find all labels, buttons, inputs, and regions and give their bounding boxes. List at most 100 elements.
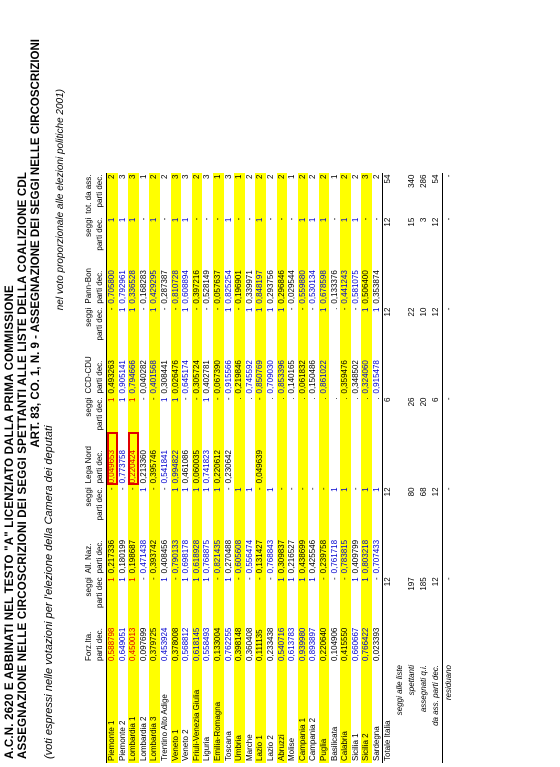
seat-value: - xyxy=(297,305,309,343)
seat-value: - xyxy=(255,395,266,433)
fraction-value: 0,060035 xyxy=(191,432,203,486)
fraction-value: 0,541841 xyxy=(160,450,170,484)
region-name: Veneto 1 xyxy=(170,663,182,763)
table-row: Lazio 1 0,111135-0,131427-0,049639-0,8507… xyxy=(255,172,266,763)
summary-value: 6 xyxy=(430,395,443,433)
summary-total: - xyxy=(443,174,453,178)
fraction-value: 0,768875 xyxy=(202,539,212,574)
seat-value: - xyxy=(149,485,160,523)
seat-value: - xyxy=(191,215,203,253)
seggi-label: seggi xyxy=(84,487,94,507)
seat-value: 1 xyxy=(265,487,275,492)
seat-value: 1 xyxy=(234,485,245,523)
seat-value: . xyxy=(329,397,339,400)
fraction-value: 0,493263 xyxy=(106,342,118,396)
grand-total: 54 xyxy=(382,172,395,216)
summary-value: 26 xyxy=(406,397,416,407)
seat-allocation-table: Forz.Ita. seggi All. Naz. seggi Lega Nord seg… xyxy=(84,172,455,763)
fraction-value: 0,848197 xyxy=(255,252,266,306)
summary-value xyxy=(394,396,406,433)
seat-value: 1 xyxy=(181,577,191,582)
fraction-value: 0,568812 xyxy=(181,627,191,661)
row-total: 3 xyxy=(223,174,233,179)
parti-dec-label: parti dec. xyxy=(95,305,107,343)
seat-value: - xyxy=(160,307,170,311)
table-row: Piemonte 2 0,649051 1 0,180199 - 0,773758 1 0,9… xyxy=(118,173,129,763)
summary-value: 80 xyxy=(406,487,416,497)
fraction-value: 0,698178 xyxy=(181,539,191,574)
region-name: Lombardia 3 xyxy=(149,663,160,763)
region-name: Sardegna xyxy=(371,726,381,761)
seat-value: 1 xyxy=(308,577,318,582)
seat-value: 1 xyxy=(128,215,139,253)
table-row: Trentino Alto Adige 0,453924 1 0,408456 - 0,5… xyxy=(160,173,171,763)
seat-value: - xyxy=(106,305,118,343)
table-row: Calabria 0,415550-0,783815 1. 0,359476-0,44… xyxy=(340,172,351,763)
fraction-value: 0,402781 xyxy=(202,360,212,394)
fraction-value: 0,810728 xyxy=(170,252,182,306)
seat-value: . xyxy=(297,395,309,433)
fraction-value: 0,359476 xyxy=(340,342,351,396)
fraction-value xyxy=(276,432,288,486)
fraction-value: 0,415550 xyxy=(340,610,351,663)
seat-value: 1 xyxy=(255,305,266,343)
table-row: Lazio 2 0,233438 - 0,768843 1. 0,709030 1 0,293… xyxy=(266,173,277,763)
row-total: 3 xyxy=(128,172,139,216)
total-header: tot. da ass. xyxy=(84,174,94,214)
table-row: Piemonte 1 0,588798 1 0,217336-0,049653 1 0,4… xyxy=(106,172,118,763)
fraction-value: 0,217336 xyxy=(106,522,118,576)
seat-value: . xyxy=(244,397,254,400)
party-name: Pann-Bon xyxy=(84,268,94,304)
fraction-value: 0,790133 xyxy=(170,522,182,576)
fraction-value xyxy=(308,432,319,485)
total-seats: 12 xyxy=(382,305,395,343)
fraction-value: 0,049639 xyxy=(255,432,266,486)
seat-value: - xyxy=(128,485,139,523)
region-name: Marche xyxy=(244,734,254,761)
fraction-value: 0,026476 xyxy=(170,342,182,396)
region-name: Molise xyxy=(287,737,297,761)
fraction-value xyxy=(351,432,362,485)
summary-value xyxy=(394,216,406,253)
seat-value: - xyxy=(138,577,148,580)
seat-value: - xyxy=(234,305,245,343)
seat-value: . xyxy=(287,397,297,400)
seat-value: 1 xyxy=(170,215,182,253)
seat-value: 1 xyxy=(117,577,127,582)
fraction-value: 0,293756 xyxy=(265,270,275,304)
subtitle-line-2: nel voto proporzionale alle elezioni pol… xyxy=(55,89,66,311)
fraction-value: 0,581075 xyxy=(350,270,360,304)
summary-value: 20 xyxy=(418,397,428,407)
fraction-value: 0,308441 xyxy=(160,360,170,394)
fraction-value: 0,140165 xyxy=(287,360,297,394)
summary-total: 340 xyxy=(406,174,416,188)
seat-value: 1 xyxy=(308,217,318,223)
party-name: CCD-CDU xyxy=(84,356,94,394)
seat-value: 1 xyxy=(371,307,381,313)
seat-value: - xyxy=(160,487,170,491)
row-total: 2 xyxy=(318,172,330,216)
fraction-value: 0,761718 xyxy=(329,539,339,574)
fraction-value: 0,608894 xyxy=(181,270,191,304)
seat-value: 1 xyxy=(255,215,266,253)
table-row: Liguria 0,558493 1 0,768875 1 0,741823 1 0,4027… xyxy=(202,173,213,763)
seat-value: - xyxy=(234,575,245,610)
party-name: All. Naz. xyxy=(84,543,94,574)
fraction-value: 0,397216 xyxy=(191,252,203,306)
seat-value: - xyxy=(160,217,170,221)
summary-value: 68 xyxy=(418,487,428,497)
seat-value: 1 xyxy=(329,487,339,492)
fraction-value: 0,379725 xyxy=(149,610,160,663)
seat-value: 1 xyxy=(191,575,203,610)
seggi-label: seggi xyxy=(84,307,94,327)
seat-value: - xyxy=(212,215,224,253)
seat-value: - xyxy=(276,215,288,253)
fraction-value: 0,233438 xyxy=(265,627,275,661)
parti-dec-label: parti dec. xyxy=(95,432,107,486)
seat-value: 1 xyxy=(265,307,275,313)
row-total: 1 xyxy=(212,172,224,216)
seat-value: 1 xyxy=(318,215,330,253)
seat-value: . xyxy=(234,395,245,433)
fraction-value: 0,705800 xyxy=(106,252,118,306)
